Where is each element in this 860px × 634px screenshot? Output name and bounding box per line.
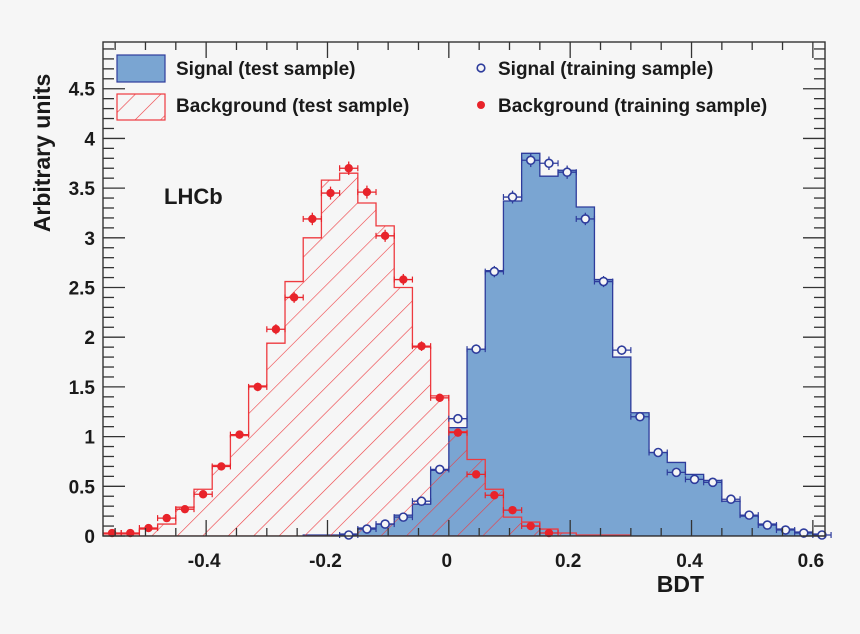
legend-swatch-signal-test	[116, 54, 166, 83]
data-point	[144, 523, 153, 533]
y-tick-label: 1.5	[69, 378, 96, 399]
plot-frame	[102, 41, 826, 537]
data-point	[744, 510, 754, 520]
data-point	[544, 158, 554, 169]
data-point	[762, 520, 773, 530]
points-background-training	[102, 161, 559, 538]
data-point	[162, 513, 171, 523]
x-tick-label: -0.4	[188, 551, 221, 572]
lhcb-label: LHCb	[164, 184, 223, 209]
y-tick-label: 3.5	[69, 179, 96, 200]
data-point	[616, 345, 627, 355]
data-point	[126, 528, 135, 538]
data-point	[471, 344, 481, 354]
x-tick-label: 0.2	[555, 551, 581, 572]
y-axis-label: Arbitrary units	[29, 74, 55, 232]
y-tick-label: 4	[84, 129, 95, 150]
legend-marker-signal-training	[476, 63, 486, 73]
data-point	[417, 341, 426, 351]
x-tick-label: -0.2	[309, 551, 342, 572]
data-point	[253, 382, 262, 392]
training-points	[102, 153, 832, 540]
data-point	[435, 393, 444, 403]
data-point	[308, 214, 317, 224]
y-tick-label: 0.5	[69, 477, 96, 498]
data-point	[235, 430, 244, 439]
data-point	[798, 528, 809, 538]
data-point	[490, 491, 499, 500]
data-point	[362, 187, 372, 197]
data-point	[343, 530, 354, 540]
data-point	[489, 266, 500, 277]
y-tick-label: 0	[84, 527, 95, 548]
data-point	[671, 467, 682, 478]
data-point	[434, 464, 445, 475]
legend-label-signal-test: Signal (test sample)	[176, 59, 356, 80]
x-tick-label: 0.6	[798, 551, 824, 572]
data-point	[471, 470, 481, 479]
x-tick-label: 0	[442, 551, 453, 572]
data-point	[362, 524, 372, 534]
legend-label-background-test: Background (test sample)	[176, 96, 409, 117]
data-point	[380, 519, 390, 529]
data-point	[598, 276, 609, 287]
data-point	[526, 521, 535, 531]
legend-marker-background-training	[477, 101, 485, 109]
y-tick-label: 1	[84, 428, 95, 449]
legend: Signal (test sample) Background (test sa…	[116, 54, 767, 121]
data-point	[399, 275, 408, 284]
data-point	[635, 411, 645, 422]
data-point	[726, 494, 736, 505]
data-point	[580, 214, 591, 224]
data-point	[780, 525, 791, 535]
data-point	[326, 188, 335, 198]
y-tick-label: 2	[84, 328, 95, 349]
data-point	[817, 530, 827, 540]
data-point	[198, 490, 208, 499]
y-tick-label: 3	[84, 229, 95, 250]
data-point	[107, 528, 117, 538]
x-tick-label: 0.4	[676, 551, 703, 572]
data-point	[416, 496, 427, 507]
data-point	[453, 428, 463, 437]
data-point	[217, 462, 226, 471]
data-point	[707, 477, 718, 488]
y-tick-label: 4.5	[69, 80, 96, 101]
y-tick-label: 2.5	[69, 279, 96, 300]
data-point	[508, 505, 517, 515]
data-point	[507, 192, 518, 202]
data-point	[344, 164, 353, 173]
axes: -0.4 -0.2 0 0.2 0.4 0.6 0 0.5 1 1.5 2 2.5 3 3.5 4 4.5	[69, 41, 826, 572]
data-point	[380, 231, 390, 241]
legend-label-background-training: Background (training sample)	[498, 96, 767, 117]
data-point	[271, 325, 281, 334]
data-point	[653, 447, 663, 458]
x-axis-label: BDT	[657, 571, 704, 597]
data-point	[180, 504, 190, 514]
data-point	[289, 293, 299, 302]
data-point	[689, 474, 700, 485]
data-point	[544, 528, 554, 538]
data-point	[525, 155, 536, 166]
data-point	[562, 167, 572, 178]
data-point	[453, 413, 463, 424]
points-signal-training	[339, 153, 832, 540]
data-point	[398, 512, 409, 522]
legend-label-signal-training: Signal (training sample)	[498, 59, 713, 80]
legend-swatch-background-test	[116, 93, 166, 121]
